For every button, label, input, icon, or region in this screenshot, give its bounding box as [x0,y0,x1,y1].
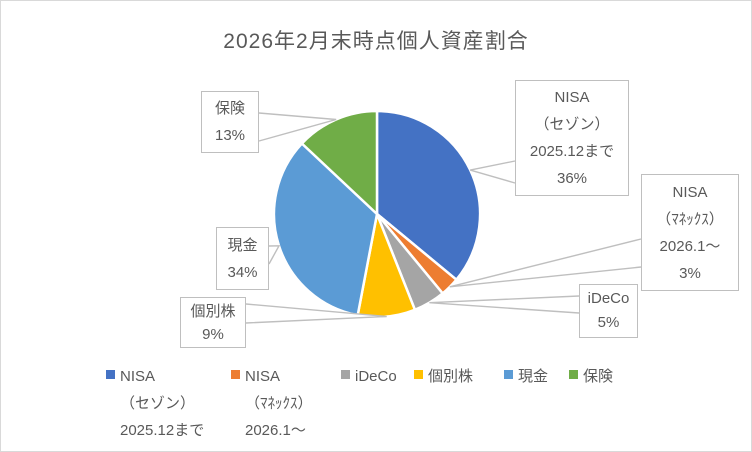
callout-line: （ﾏﾈｯｸｽ） [656,210,724,228]
legend-label-line: NISA [245,368,281,385]
legend-item-ideco[interactable]: iDeCo [341,363,397,390]
callout-line: NISA [554,89,590,106]
legend-item-nisa-monex[interactable]: NISA （ﾏﾈｯｸｽ） 2026.1～ [231,363,313,444]
callout-line: 現金 [227,236,258,254]
legend-label-line: 2026.1～ [245,422,306,439]
callout-hoken[interactable]: 保険 13% [201,91,259,153]
callout-nisa-monex[interactable]: NISA （ﾏﾈｯｸｽ） 2026.1～ 3% [641,174,739,291]
legend-label-line: 保険 [583,368,614,385]
legend-label-line: 現金 [518,368,549,385]
legend-swatch-hoken [569,370,578,379]
callout-percentage: 36% [556,170,588,187]
chart-title: 2026年2月末時点個人資産割合 [223,30,529,53]
legend-swatch-ideco [341,370,350,379]
legend-label-line: 2025.12まで [120,422,205,439]
legend-label-line: NISA [120,368,156,385]
callout-line: 個別株 [190,302,236,320]
legend-swatch-genkin [504,370,513,379]
callout-pointer-0 [470,160,516,184]
legend-label-line: iDeCo [355,368,397,385]
callout-pointer-4 [268,245,281,265]
legend-item-hoken[interactable]: 保険 [569,363,613,390]
callout-percentage: 34% [227,263,258,281]
callout-percentage: 5% [597,314,620,331]
legend-label-line: （セゾン） [120,395,196,412]
legend-label-line: （ﾏﾈｯｸｽ） [245,395,313,412]
legend-label-line: 個別株 [428,368,474,385]
callout-line: iDeCo [587,290,630,307]
callout-percentage: 3% [679,264,701,282]
callout-line: 保険 [214,100,245,117]
callout-ideco[interactable]: iDeCo 5% [579,284,638,338]
callout-pointer-1 [449,238,642,288]
callout-nisa-sezon[interactable]: NISA （セゾン） 2025.12まで 36% [515,80,629,196]
callout-percentage: 9% [202,325,224,343]
callout-line: 2025.12まで [529,143,615,160]
callout-kobetsukabu[interactable]: 個別株 9% [180,297,246,348]
legend-swatch-kobetsukabu [414,370,423,379]
legend-item-nisa-sezon[interactable]: NISA （セゾン） 2025.12まで [106,363,204,444]
callout-pointer-3 [245,303,387,324]
legend-swatch-nisa-sezon [106,370,115,379]
callout-pointer-5 [258,112,337,142]
callout-genkin[interactable]: 現金 34% [216,227,269,290]
callout-pointer-2 [429,295,580,314]
callout-percentage: 13% [214,127,246,144]
callout-line: 2026.1～ [659,237,721,255]
legend-item-genkin[interactable]: 現金 [504,363,548,390]
callout-line: NISA [672,183,708,201]
chart-legend: NISA （セゾン） 2025.12まで NISA （ﾏﾈｯｸｽ） 2026.1… [1,363,751,447]
callout-line: （セゾン） [534,116,610,133]
legend-swatch-nisa-monex [231,370,240,379]
legend-item-kobetsukabu[interactable]: 個別株 [414,363,473,390]
